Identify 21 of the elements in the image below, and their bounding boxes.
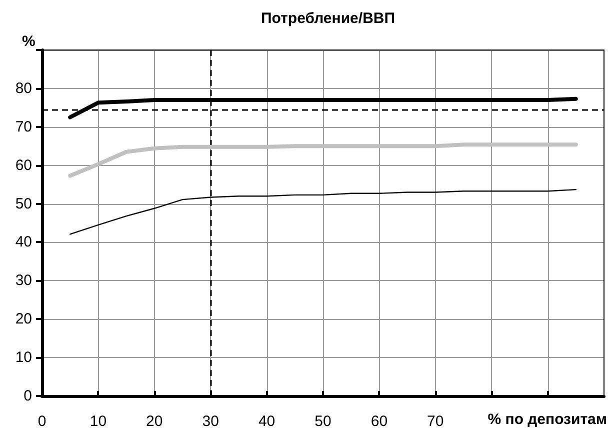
y-tick-label: 70 xyxy=(15,118,32,136)
x-tick-label: 70 xyxy=(427,413,444,430)
x-axis-title: % по депозитам xyxy=(488,411,608,428)
y-tick-label: 10 xyxy=(15,349,32,366)
line-series xyxy=(68,142,578,178)
y-tick-label: 30 xyxy=(15,272,32,290)
y-tick-label: 60 xyxy=(15,156,32,174)
y-tick-label: 20 xyxy=(15,310,32,328)
x-tick-label: 10 xyxy=(90,413,107,430)
y-tick-label: 80 xyxy=(15,80,32,97)
y-axis-title: % xyxy=(22,33,36,50)
y-tick-label: 0 xyxy=(24,388,32,404)
x-tick-label: 30 xyxy=(202,413,219,430)
y-tick-label: 40 xyxy=(15,234,32,251)
x-tick-label: 0 xyxy=(38,413,46,430)
x-tick-label: 50 xyxy=(314,413,332,430)
x-tick-label: 20 xyxy=(146,413,163,430)
x-tick-label: 60 xyxy=(370,413,388,430)
y-tick-label: 50 xyxy=(15,195,32,212)
x-tick-label: 40 xyxy=(258,413,276,430)
chart-title: Потребление/ВВП xyxy=(260,10,396,27)
